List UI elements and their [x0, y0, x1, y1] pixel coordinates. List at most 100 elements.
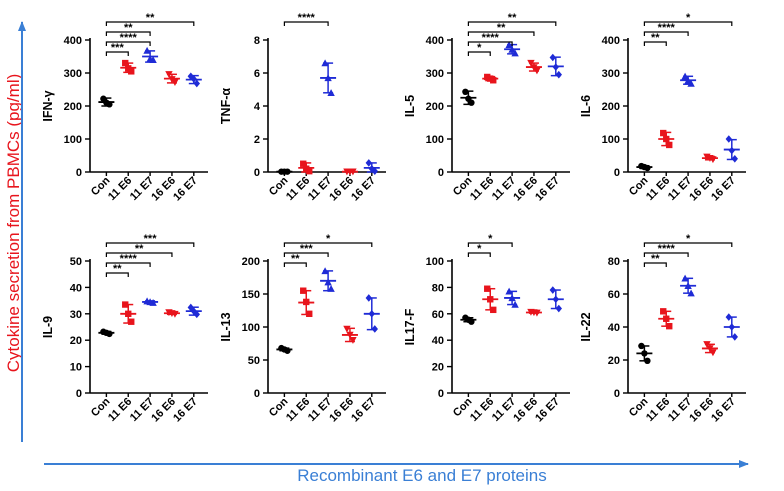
data-point	[190, 75, 197, 83]
data-point	[511, 300, 519, 308]
y-tick-label: 0	[254, 388, 260, 400]
significance-label: **	[497, 22, 506, 34]
significance-bracket	[467, 51, 491, 56]
data-point	[508, 45, 516, 53]
y-tick-label: 100	[426, 256, 444, 268]
data-point	[709, 349, 717, 357]
y-axis-label: IFN-γ	[41, 90, 55, 121]
significance-bracket	[467, 21, 557, 26]
data-point	[371, 167, 378, 175]
data-point	[324, 74, 332, 82]
y-tick-label: 0	[438, 388, 444, 400]
data-point	[122, 59, 129, 67]
data-point	[527, 59, 535, 67]
y-tick-label: 6	[254, 68, 260, 80]
data-point	[487, 75, 494, 82]
data-point	[549, 53, 556, 62]
y-tick-label: 40	[432, 335, 444, 347]
significance-bracket	[105, 252, 173, 257]
data-point	[549, 286, 556, 294]
data-point	[706, 345, 714, 353]
data-point	[552, 295, 559, 304]
data-point	[505, 41, 513, 49]
significance-label: ****	[482, 32, 500, 44]
data-point	[190, 307, 197, 315]
significance-label: ***	[144, 233, 158, 245]
data-point	[660, 308, 667, 315]
y-axis-label: IL-6	[579, 95, 593, 117]
data-point	[687, 289, 695, 297]
y-tick-label: 20	[432, 362, 444, 374]
significance-bracket	[467, 31, 535, 36]
data-point	[465, 316, 472, 323]
data-point	[530, 309, 538, 317]
x-tick-label: 11 E6	[106, 175, 134, 203]
data-point	[508, 294, 516, 302]
data-point	[187, 303, 194, 312]
y-tick-label: 300	[426, 68, 444, 80]
significance-label: **	[651, 253, 660, 265]
y-tick-label: 80	[432, 282, 444, 294]
data-point	[128, 318, 135, 325]
y-tick-label: 200	[426, 101, 444, 113]
data-point	[681, 274, 689, 282]
data-point	[103, 329, 110, 337]
x-axis-title: Recombinant E6 and E7 proteins	[297, 466, 547, 485]
y-axis-label: IL-9	[41, 316, 55, 338]
significance-label: *	[477, 243, 482, 255]
y-axis-label: IL-13	[219, 312, 233, 341]
data-point	[303, 165, 310, 172]
data-point	[644, 357, 651, 365]
data-point	[103, 99, 110, 106]
data-point	[193, 79, 200, 88]
significance-label: **	[651, 32, 660, 44]
y-tick-label: 0	[254, 167, 260, 179]
significance-bracket	[643, 31, 689, 36]
y-tick-label: 200	[242, 256, 260, 268]
x-tick-label: 11 E6	[284, 396, 312, 424]
data-point	[168, 76, 176, 83]
data-point	[663, 135, 670, 143]
significance-label: *	[326, 233, 331, 245]
data-point	[484, 285, 491, 292]
y-tick-label: 2	[254, 134, 260, 146]
significance-label: ****	[298, 12, 316, 24]
y-tick-label: 100	[64, 134, 82, 146]
significance-bracket	[105, 262, 151, 267]
significance-bracket	[467, 41, 513, 46]
data-point	[725, 313, 732, 321]
y-tick-label: 50	[248, 355, 260, 367]
significance-bracket	[105, 51, 129, 56]
data-point	[462, 88, 469, 96]
data-point	[346, 331, 354, 339]
y-tick-label: 100	[242, 322, 260, 334]
x-tick-label: 16 E6	[149, 396, 178, 425]
x-tick-label: 11 E6	[468, 396, 496, 424]
data-point	[465, 95, 472, 102]
data-point	[321, 59, 329, 67]
data-point	[731, 333, 738, 341]
data-point	[684, 76, 692, 84]
x-tick-label: 16 E7	[533, 175, 562, 204]
x-tick-label: 16 E6	[687, 396, 716, 425]
significance-bracket	[105, 272, 129, 277]
x-tick-label: 16 E6	[511, 175, 540, 204]
x-tick-label: 11 E6	[468, 175, 496, 203]
y-tick-label: 400	[64, 35, 82, 47]
y-axis-label: TNF-α	[219, 88, 233, 124]
y-tick-label: 60	[608, 289, 620, 301]
significance-bracket	[283, 242, 373, 247]
significance-label: **	[124, 22, 133, 34]
significance-label: ****	[658, 22, 676, 34]
y-tick-label: 300	[64, 68, 82, 80]
x-tick-label: 16 E6	[327, 396, 356, 425]
significance-bracket	[283, 21, 329, 26]
significance-bracket	[643, 252, 689, 257]
significance-bracket	[467, 242, 513, 247]
data-point	[530, 64, 538, 72]
data-point	[660, 129, 667, 137]
data-point	[165, 71, 173, 79]
x-tick-label: 16 E7	[709, 175, 738, 204]
